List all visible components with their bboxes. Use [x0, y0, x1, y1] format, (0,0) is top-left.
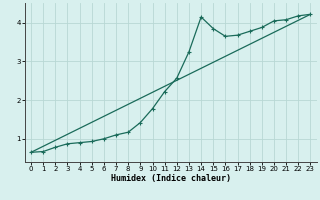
X-axis label: Humidex (Indice chaleur): Humidex (Indice chaleur) — [111, 174, 231, 183]
